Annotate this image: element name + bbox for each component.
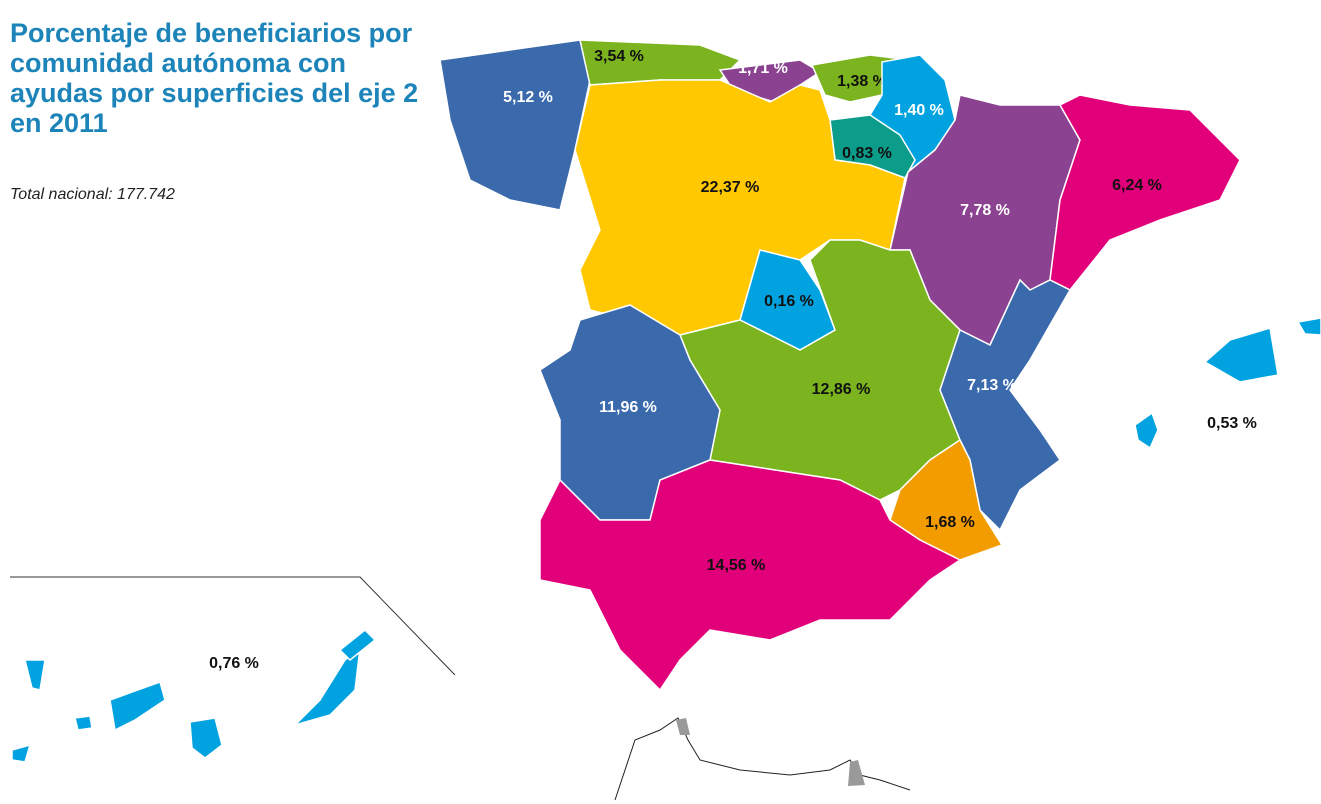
africa-coast: [614, 717, 911, 801]
region: [338, 628, 377, 662]
region: [439, 39, 591, 211]
region: [1134, 411, 1159, 450]
region: [109, 681, 166, 732]
region-label: 0,16 %: [764, 293, 814, 310]
subtitle: Total nacional: 177.742: [10, 186, 175, 203]
region: [189, 717, 223, 759]
region: [11, 743, 32, 763]
region-label: 1,68 %: [925, 514, 975, 531]
region: [1296, 317, 1321, 336]
region-label: 5,12 %: [503, 89, 553, 106]
region: [74, 715, 93, 731]
title: Porcentaje de beneficiarios por comunida…: [10, 18, 419, 138]
region-label: 3,54 %: [594, 48, 644, 65]
region-label: 7,78 %: [960, 202, 1010, 219]
region-label: 0,76 %: [209, 655, 259, 672]
region: [1049, 94, 1241, 291]
inset-border: [10, 576, 456, 676]
region: [539, 459, 962, 692]
region-label: 22,37 %: [701, 179, 760, 196]
region-label: 7,13 %: [967, 377, 1017, 394]
ceuta-melilla: [676, 718, 865, 786]
region-label: 1,38 %: [837, 73, 887, 90]
region-label: 1,40 %: [894, 102, 944, 119]
region-label: 14,56 %: [707, 557, 766, 574]
region: [939, 278, 1072, 532]
region-label: 6,24 %: [1112, 177, 1162, 194]
region: [1203, 327, 1279, 383]
region-label: 1,71 %: [738, 60, 788, 77]
region: [24, 659, 46, 691]
region-label: 11,96 %: [599, 399, 657, 416]
region-label: 0,83 %: [842, 145, 892, 162]
region-label: 12,86 %: [812, 381, 871, 398]
region-label: 0,53 %: [1207, 415, 1257, 432]
